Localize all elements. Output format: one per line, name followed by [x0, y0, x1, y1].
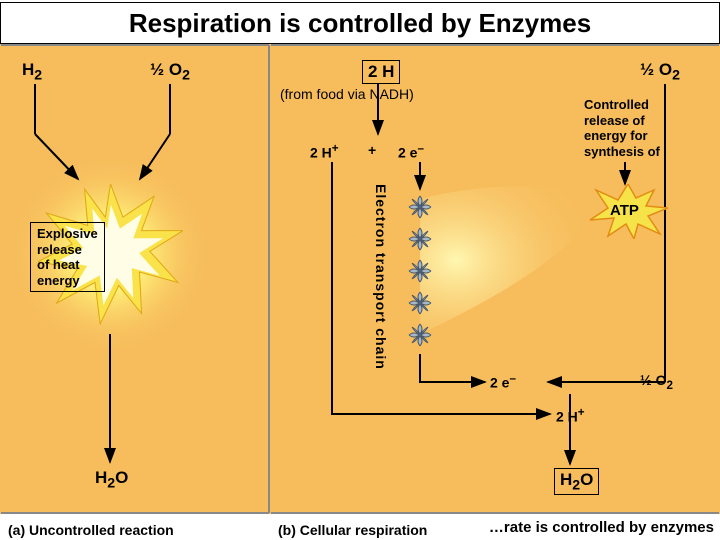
page-title: Respiration is controlled by Enzymes — [129, 8, 591, 39]
diagram-area: H2 ½ O2 — [0, 44, 720, 514]
title-bar: Respiration is controlled by Enzymes — [0, 2, 720, 44]
caption-b: (b) Cellular respiration — [278, 522, 427, 538]
caption-a-text: Uncontrolled reaction — [29, 522, 174, 538]
two-e-bottom-text: 2 e — [490, 375, 509, 391]
label-atp: ATP — [610, 202, 639, 219]
turbine-icon — [407, 258, 433, 284]
h2o-sub-a: 2 — [107, 475, 115, 491]
h2o-o-a: O — [115, 468, 128, 487]
label-half-o2-bottom: ½ O2 — [640, 372, 673, 392]
label-2hplus-bottom: 2 H+ — [556, 406, 585, 425]
h2o-h-a: H — [95, 468, 107, 487]
turbine-icon — [407, 194, 433, 220]
h2o-o-b: O — [580, 470, 593, 489]
footer-note: …rate is controlled by enzymes — [489, 519, 714, 536]
label-2e-bottom: 2 e– — [490, 372, 516, 391]
panel-a-uncontrolled: H2 ½ O2 — [0, 44, 270, 514]
label-etc: Electron transport chain — [373, 184, 389, 370]
arrows-b — [270, 44, 720, 514]
footer-bar: (a) Uncontrolled reaction (b) Cellular r… — [0, 514, 720, 540]
h2o-sub-b: 2 — [572, 477, 580, 493]
panel-b-cellular: 2 H (from food via NADH) ½ O2 Controlled… — [270, 44, 720, 514]
h2o-h-b: H — [560, 470, 572, 489]
turbine-icon — [407, 322, 433, 348]
caption-a-prefix: (a) — [8, 522, 29, 538]
two-e-text: 2 e — [398, 145, 417, 161]
label-2e: 2 e– — [398, 142, 424, 161]
half-o2-bottom-text: ½ O — [640, 372, 666, 388]
turbine-icon — [407, 226, 433, 252]
label-2hplus: 2 H+ — [310, 142, 339, 161]
two-hplus-text: 2 H — [310, 145, 332, 161]
caption-b-text: Cellular respiration — [300, 522, 428, 538]
caption-b-prefix: (b) — [278, 522, 300, 538]
label-h2o-b: H2O — [554, 468, 599, 495]
caption-a: (a) Uncontrolled reaction — [8, 522, 174, 538]
label-h2o-a: H2O — [95, 468, 128, 491]
two-hplus-bottom-text: 2 H — [556, 409, 578, 425]
label-plus: + — [368, 142, 376, 158]
turbine-icon — [407, 290, 433, 316]
arrow-a-down — [0, 44, 270, 514]
